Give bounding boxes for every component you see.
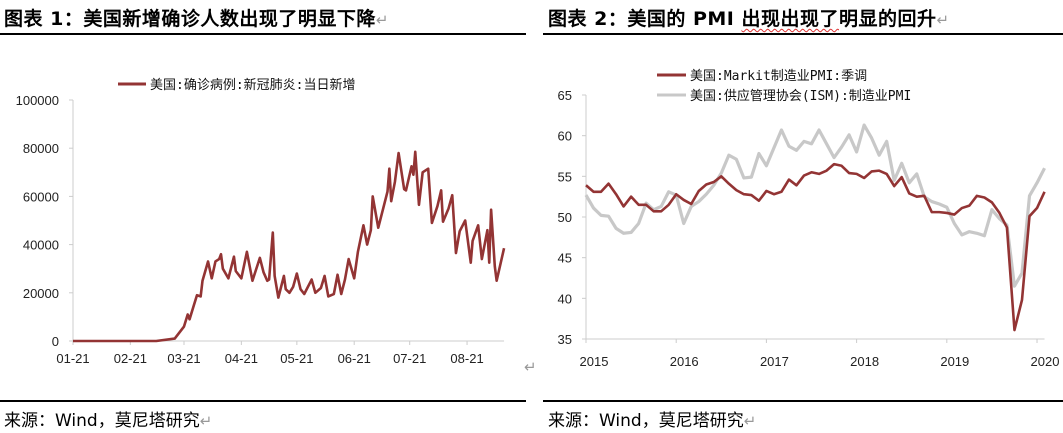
chart2-source: 来源：Wind，莫尼塔研究↵ xyxy=(548,406,756,431)
chart2-y-tick-label: 60 xyxy=(558,129,572,144)
chart1-x-tick-label: 04-21 xyxy=(225,351,258,366)
chart1-x-tick-label: 03-21 xyxy=(167,351,200,366)
chart1-x-tick-label: 08-21 xyxy=(450,351,483,366)
chart1-y-tick-label: 80000 xyxy=(23,141,59,156)
chart1-x-tick-label: 01-21 xyxy=(56,351,89,366)
footer-rule-left xyxy=(0,400,526,402)
chart1-title: 图表 1：美国新增确诊人数出现了明显下降↵ xyxy=(4,4,389,31)
chart2-x-tick-label: 2016 xyxy=(670,354,699,369)
chart1-y-tick-label: 60000 xyxy=(23,189,59,204)
chart1-y-tick-label: 100000 xyxy=(16,93,59,108)
chart2-y-tick-label: 50 xyxy=(558,210,572,225)
paragraph-mark-icon: ↵ xyxy=(743,412,757,430)
chart2-title-text-c: 明显的回升 xyxy=(838,8,937,30)
chart2-x-tick-label: 2015 xyxy=(580,354,609,369)
chart2-series-line-markit xyxy=(585,162,1046,332)
chart1-source: 来源：Wind，莫尼塔研究↵ xyxy=(4,406,212,431)
paragraph-mark-icon: ↵ xyxy=(375,11,389,29)
chart2-y-tick-label: 35 xyxy=(558,332,572,347)
chart2-source-text: 来源：Wind，莫尼塔研究 xyxy=(548,411,744,431)
chart2-x-tick-label: 2020 xyxy=(1031,354,1060,369)
chart2-x-tick-label: 2019 xyxy=(940,354,969,369)
chart1-series-line xyxy=(73,150,506,343)
chart1-x-tick-label: 02-21 xyxy=(114,351,147,366)
title-rule-left xyxy=(0,33,526,35)
paragraph-mark-icon: ↵ xyxy=(524,358,537,376)
chart2-title-text-a: 图表 2：美国的 PMI xyxy=(548,8,742,30)
chart1-y-tick-label: 20000 xyxy=(23,286,59,301)
chart1-title-text: 图表 1：美国新增确诊人数出现了明显下降 xyxy=(4,8,376,30)
chart2-x-tick-label: 2017 xyxy=(760,354,789,369)
chart2-title: 图表 2：美国的 PMI 出现出现了明显的回升↵ xyxy=(548,4,950,31)
title-rule-right xyxy=(543,33,1063,35)
chart1-x-tick-label: 06-21 xyxy=(338,351,371,366)
chart2-y-tick-label: 40 xyxy=(558,291,572,306)
chart2-title-text-spellcheck: 出现出现了 xyxy=(741,8,839,30)
chart2-series-line-ism xyxy=(584,123,1046,288)
paragraph-mark-icon: ↵ xyxy=(199,412,213,430)
paragraph-mark-icon: ↵ xyxy=(936,11,950,29)
footer-rule-right xyxy=(543,400,1063,402)
chart2-legend-label: 美国:供应管理协会(ISM):制造业PMI xyxy=(690,88,911,104)
chart2-x-tick-label: 2018 xyxy=(850,354,879,369)
chart1-y-tick-label: 40000 xyxy=(23,238,59,253)
chart1-source-text: 来源：Wind，莫尼塔研究 xyxy=(4,411,200,431)
chart1-legend-label: 美国:确诊病例:新冠肺炎:当日新增 xyxy=(150,77,355,93)
chart1-x-tick-label: 05-21 xyxy=(280,351,313,366)
chart2-y-tick-label: 65 xyxy=(558,88,572,103)
chart2-y-tick-label: 55 xyxy=(558,169,572,184)
chart2-y-tick-label: 45 xyxy=(558,251,572,266)
chart1-x-tick-label: 07-21 xyxy=(393,351,426,366)
chart1-y-tick-label: 0 xyxy=(52,334,59,349)
chart2-legend-label: 美国:Markit制造业PMI:季调 xyxy=(690,69,867,84)
